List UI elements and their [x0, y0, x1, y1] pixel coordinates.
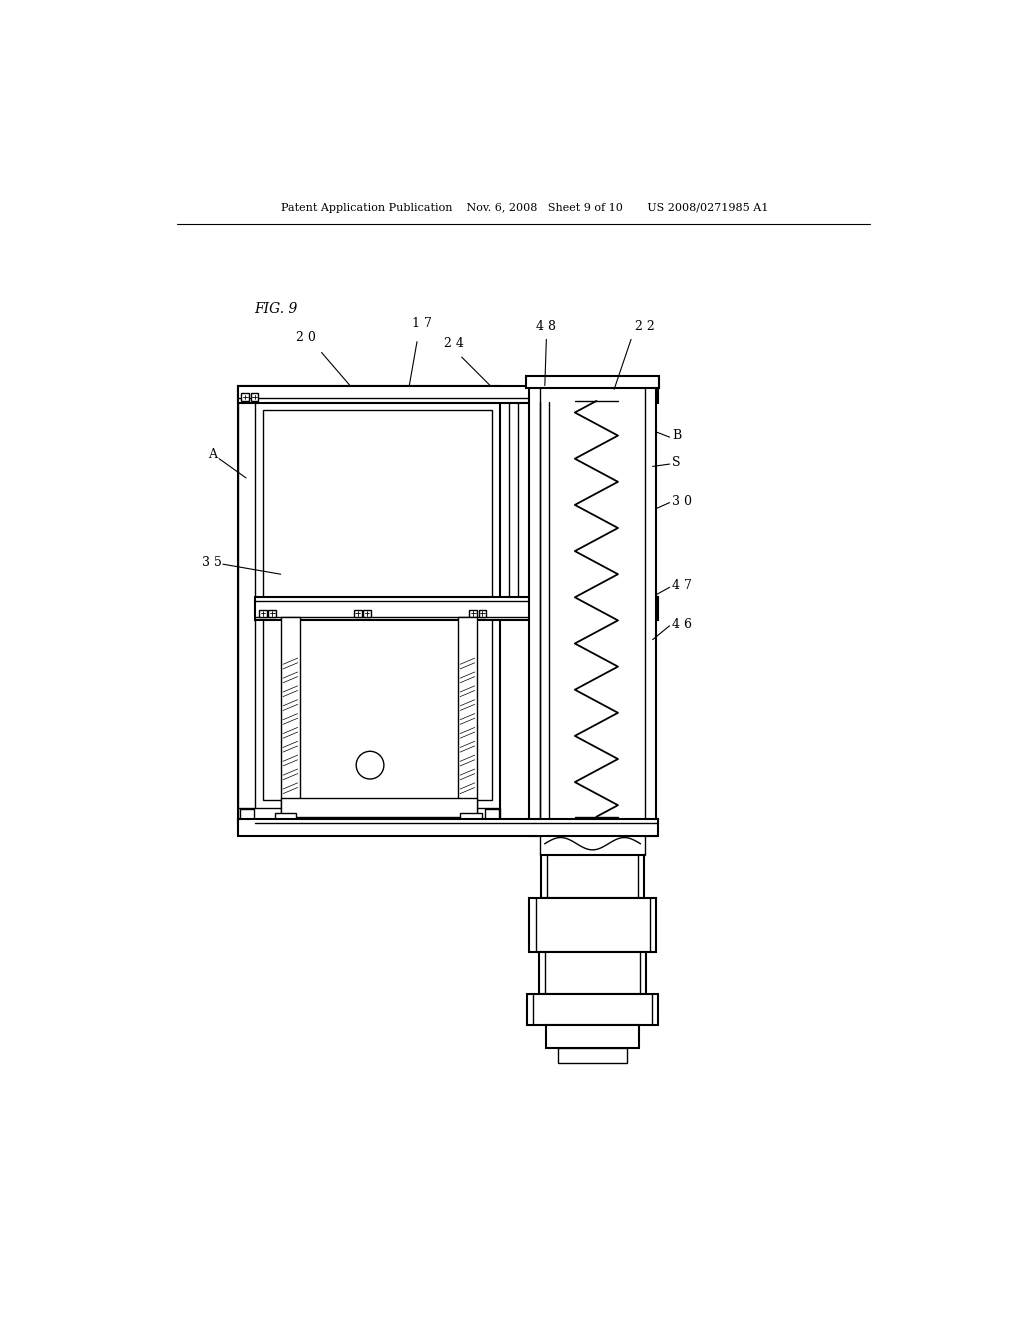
Bar — [239, 385, 500, 825]
Bar — [281, 797, 477, 817]
Bar — [637, 393, 644, 401]
Bar — [527, 994, 658, 1024]
Bar — [478, 610, 486, 618]
Bar — [274, 813, 296, 832]
Bar — [239, 385, 255, 825]
Bar — [458, 616, 477, 817]
Text: 4 6: 4 6 — [672, 618, 692, 631]
Bar — [239, 385, 500, 403]
Bar — [281, 616, 300, 817]
Text: 4 8: 4 8 — [537, 319, 556, 333]
Bar — [239, 385, 658, 404]
Text: B: B — [672, 429, 681, 442]
Bar — [539, 952, 646, 994]
Bar — [268, 610, 276, 618]
Text: 3 0: 3 0 — [672, 495, 692, 508]
Text: 3 5: 3 5 — [202, 556, 221, 569]
Text: Patent Application Publication    Nov. 6, 2008   Sheet 9 of 10       US 2008/027: Patent Application Publication Nov. 6, 2… — [282, 203, 768, 214]
Text: 4 7: 4 7 — [672, 579, 692, 593]
Bar — [541, 855, 644, 898]
Bar — [255, 597, 658, 620]
Bar — [484, 809, 499, 822]
Bar — [526, 376, 658, 388]
Bar — [529, 387, 655, 836]
Bar — [263, 411, 493, 800]
Bar — [251, 393, 258, 401]
Bar — [259, 610, 267, 618]
Bar — [364, 610, 371, 618]
Text: FIG. 9: FIG. 9 — [254, 301, 297, 315]
Bar — [646, 393, 653, 401]
Bar — [469, 610, 477, 618]
Bar — [558, 1048, 628, 1063]
Text: 2 4: 2 4 — [444, 337, 464, 350]
Bar — [529, 898, 655, 952]
Bar — [354, 610, 361, 618]
Bar — [239, 808, 500, 825]
Bar — [547, 1024, 639, 1048]
Bar — [541, 832, 645, 855]
Text: 2 0: 2 0 — [296, 330, 316, 343]
Text: S: S — [672, 455, 680, 469]
Bar — [242, 393, 249, 401]
Bar — [240, 809, 254, 822]
Text: A: A — [208, 449, 217, 462]
Bar — [239, 818, 658, 836]
Text: 2 2: 2 2 — [635, 319, 654, 333]
Text: 1 7: 1 7 — [412, 317, 431, 330]
Bar — [460, 813, 481, 832]
